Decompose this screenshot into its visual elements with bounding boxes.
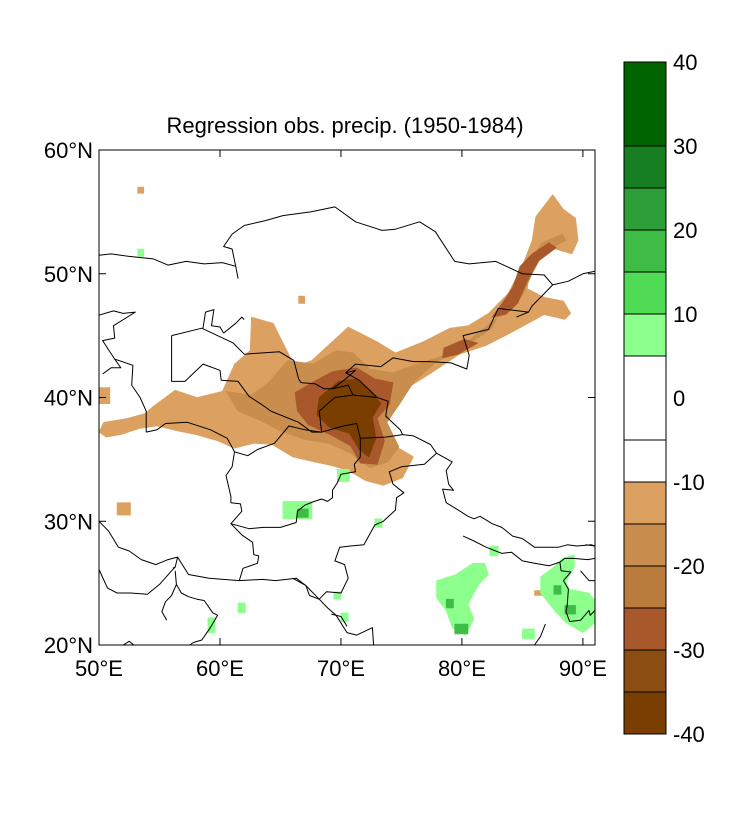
precip-anomaly-region — [116, 502, 131, 516]
colorbar-bin — [623, 649, 667, 693]
border-line — [161, 584, 177, 621]
border-line — [99, 206, 595, 286]
colorbar-bin — [623, 355, 667, 441]
longitude-axis: 50°E 60°E 70°E 80°E 90°E — [75, 150, 607, 681]
border-line — [102, 358, 122, 375]
border-line — [331, 613, 348, 627]
border-line — [225, 438, 361, 530]
precip-anomaly-region — [99, 387, 111, 405]
colorbar-label: 30 — [673, 134, 697, 159]
colorbar-bin — [623, 61, 667, 147]
border-line — [462, 535, 561, 567]
lon-tick-label: 90°E — [559, 656, 607, 681]
precip-anomaly-region — [553, 585, 562, 595]
border-line — [534, 623, 546, 645]
lon-tick-label: 60°E — [196, 656, 244, 681]
border-line — [516, 311, 529, 318]
colorbar-bin — [623, 439, 667, 483]
precip-anomaly-region — [333, 591, 342, 600]
border-line — [569, 609, 595, 622]
precip-anomaly-region — [137, 186, 145, 194]
precip-anomaly-region — [298, 295, 306, 304]
colorbar-bin — [623, 523, 667, 567]
border-line — [559, 557, 595, 563]
map-panel: 50°E 60°E 70°E 80°E 90°E 60°N 50°N 40°N 30°N 20°… — [44, 138, 607, 681]
colorbar-label: 40 — [673, 50, 697, 75]
precip-anomaly-region — [454, 623, 469, 635]
lat-tick-label: 20°N — [44, 633, 93, 658]
colorbar-bin — [623, 229, 667, 273]
colorbar-bin — [623, 607, 667, 651]
colorbar-label: -20 — [673, 554, 705, 579]
colorbar-bin — [623, 271, 667, 315]
border-line — [99, 566, 176, 595]
latitude-axis: 60°N 50°N 40°N 30°N 20°N — [44, 138, 595, 658]
colorbar-bin — [623, 313, 667, 357]
precip-anomaly-region — [99, 194, 579, 486]
colorbar-frame — [623, 61, 667, 735]
border-line — [559, 562, 572, 622]
border-line — [230, 523, 260, 581]
precip-anomaly-region — [534, 590, 543, 596]
precip-anomaly-region — [489, 545, 499, 557]
colorbar-bin — [623, 145, 667, 189]
precip-anomaly-region — [137, 248, 145, 257]
precip-anomaly-region — [237, 602, 246, 614]
lat-tick-label: 30°N — [44, 509, 93, 534]
precip-anomaly-region — [445, 598, 454, 609]
colorbar-label: -10 — [673, 470, 705, 495]
precip-anomaly-region — [336, 468, 350, 482]
colorbar-label: 0 — [673, 386, 685, 411]
border-line — [318, 384, 354, 433]
precip-anomaly-region — [522, 628, 535, 640]
border-line — [146, 284, 554, 457]
colorbar-label: 10 — [673, 302, 697, 327]
lat-tick-label: 60°N — [44, 138, 93, 163]
border-line — [177, 556, 240, 582]
border-line — [223, 316, 245, 334]
border-line — [202, 309, 225, 334]
border-line — [99, 520, 179, 569]
colorbar-label: 20 — [673, 218, 697, 243]
border-line — [181, 642, 194, 645]
lat-tick-label: 50°N — [44, 262, 93, 287]
border-line — [580, 570, 595, 582]
border-line — [171, 327, 356, 390]
border-line — [239, 577, 320, 600]
lon-tick-label: 70°E — [317, 656, 365, 681]
precip-anomaly-region — [442, 338, 479, 359]
border-line — [174, 570, 219, 643]
border-line — [235, 266, 239, 279]
border-line — [585, 544, 595, 547]
border-line — [352, 394, 378, 398]
precip-regression-field — [99, 186, 595, 640]
map-title: Regression obs. precip. (1950-1984) — [166, 113, 523, 138]
colorbar-bin — [623, 187, 667, 231]
border-line — [436, 452, 595, 548]
precip-anomaly-region — [564, 605, 576, 615]
border-line — [171, 335, 322, 433]
colorbar-label: -40 — [673, 722, 705, 747]
colorbar-bin — [623, 481, 667, 525]
lat-tick-label: 40°N — [44, 386, 93, 411]
lon-tick-label: 80°E — [438, 656, 486, 681]
precip-anomaly-region — [340, 612, 349, 622]
colorbar-bin — [623, 691, 667, 735]
precip-anomaly-region — [491, 242, 557, 318]
border-line — [99, 310, 147, 433]
colorbar-bin — [623, 565, 667, 609]
colorbar-label: -30 — [673, 638, 705, 663]
country-borders — [99, 206, 595, 645]
precip-anomaly-region — [436, 562, 489, 636]
border-line — [318, 434, 437, 600]
lon-tick-label: 50°E — [75, 656, 123, 681]
colorbar: 40 30 20 10 0 -10 -20 -30 -40 — [623, 50, 705, 747]
